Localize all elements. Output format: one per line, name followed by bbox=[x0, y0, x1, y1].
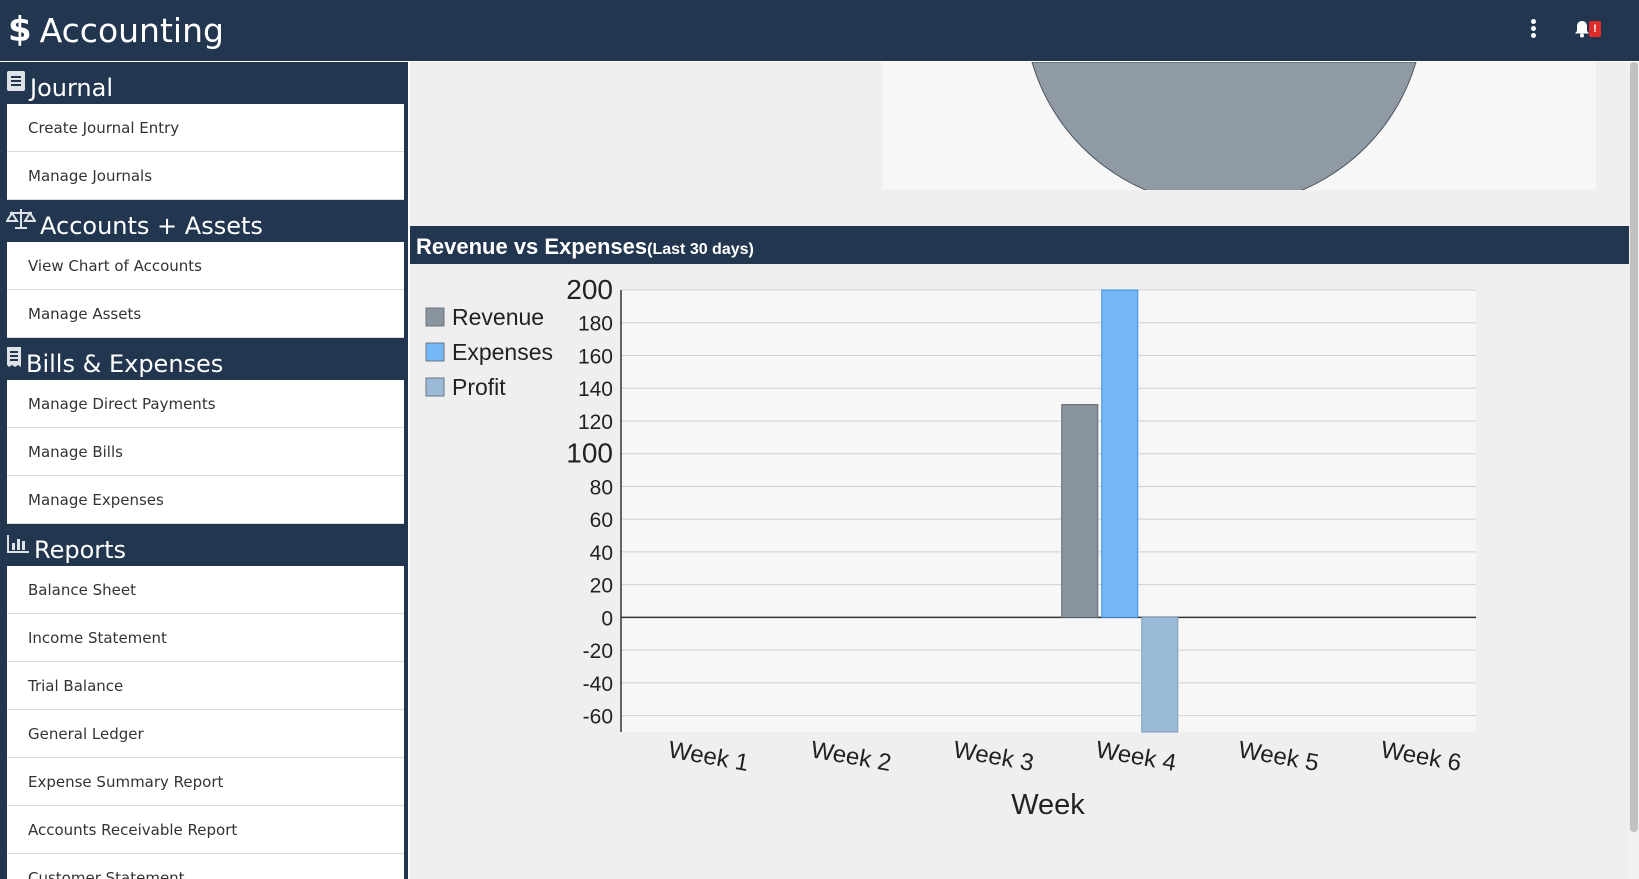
y-tick-label: -60 bbox=[583, 706, 613, 729]
legend-swatch-profit[interactable] bbox=[425, 377, 445, 397]
y-tick-label: 60 bbox=[590, 509, 613, 532]
app-title-text: Accounting bbox=[39, 10, 224, 50]
sidebar-item-balance-sheet[interactable]: Balance Sheet bbox=[7, 566, 404, 614]
x-tick-label: Week 5 bbox=[1236, 736, 1320, 777]
scrollbar-thumb[interactable] bbox=[1630, 62, 1638, 832]
sidebar-section-reports[interactable]: Reports bbox=[0, 524, 408, 566]
main-content: Revenue vs Expenses(Last 30 days) 200 180… bbox=[410, 62, 1629, 879]
plot-background bbox=[621, 290, 1476, 732]
revenue-expenses-chart: 200 180 160 140 120 100 80 60 40 20 0 -20 -40 -60 Week… bbox=[410, 264, 1629, 879]
dollar-icon: $ bbox=[8, 10, 32, 50]
bell-icon bbox=[1575, 21, 1589, 38]
bar-profit-week-4[interactable] bbox=[1141, 616, 1179, 733]
x-axis-title: Week bbox=[1011, 789, 1085, 821]
sidebar-item-trial-balance[interactable]: Trial Balance bbox=[7, 662, 404, 710]
sidebar-section-journal[interactable]: Journal bbox=[0, 62, 408, 104]
sidebar-section-accounts-assets[interactable]: Accounts + Assets bbox=[0, 200, 408, 242]
sidebar-section-label: Accounts + Assets bbox=[40, 212, 263, 240]
main-scrollbar[interactable] bbox=[1629, 62, 1639, 879]
sidebar-item-manage-assets[interactable]: Manage Assets bbox=[7, 290, 404, 338]
sidebar: Journal Create Journal Entry Manage Journa… bbox=[0, 62, 408, 879]
y-tick-label: 0 bbox=[601, 607, 613, 630]
scale-icon bbox=[5, 208, 40, 240]
y-tick-label: 80 bbox=[590, 476, 613, 499]
bar-chart-svg: 200180160140120100806040200-20-40-60Week… bbox=[425, 274, 1476, 821]
more-options-icon[interactable] bbox=[1528, 16, 1540, 42]
x-tick-label: Week 6 bbox=[1379, 736, 1463, 777]
notifications-button[interactable]: ! bbox=[1572, 18, 1606, 44]
y-tick-label: 20 bbox=[590, 575, 613, 598]
x-tick-label: Week 1 bbox=[666, 736, 750, 777]
y-tick-label: 180 bbox=[578, 313, 613, 336]
y-tick-label: 40 bbox=[590, 542, 613, 565]
sidebar-section-label: Journal bbox=[30, 74, 114, 102]
sidebar-item-income-statement[interactable]: Income Statement bbox=[7, 614, 404, 662]
notification-badge: ! bbox=[1589, 21, 1601, 37]
sidebar-item-accounts-receivable-report[interactable]: Accounts Receivable Report bbox=[7, 806, 404, 854]
chart-card-header: Revenue vs Expenses(Last 30 days) bbox=[410, 226, 1629, 264]
y-tick-label: -40 bbox=[583, 673, 613, 696]
sidebar-item-general-ledger[interactable]: General Ledger bbox=[7, 710, 404, 758]
sidebar-item-manage-expenses[interactable]: Manage Expenses bbox=[7, 476, 404, 524]
x-tick-label: Week 3 bbox=[951, 736, 1035, 777]
bar-expenses-week-4[interactable] bbox=[1101, 289, 1139, 618]
legend-label-profit[interactable]: Profit bbox=[452, 374, 506, 400]
y-tick-label: 160 bbox=[578, 345, 613, 368]
journal-icon bbox=[6, 70, 30, 102]
y-tick-label: -20 bbox=[583, 640, 613, 663]
receipt-icon bbox=[6, 346, 26, 378]
chart-card-title: Revenue vs Expenses bbox=[416, 234, 648, 259]
pie-slice[interactable] bbox=[1031, 62, 1417, 207]
sidebar-section-bills-expenses[interactable]: Bills & Expenses bbox=[0, 338, 408, 380]
y-tick-label: 140 bbox=[578, 378, 613, 401]
sidebar-item-manage-bills[interactable]: Manage Bills bbox=[7, 428, 404, 476]
pie-chart bbox=[1031, 62, 1417, 207]
chart-card-subtitle: (Last 30 days) bbox=[647, 241, 754, 258]
sidebar-section-label: Bills & Expenses bbox=[26, 350, 224, 378]
y-tick-label: 200 bbox=[566, 274, 613, 305]
sidebar-item-customer-statement[interactable]: Customer Statement bbox=[7, 854, 404, 879]
y-tick-label: 120 bbox=[578, 411, 613, 434]
app-title[interactable]: $ Accounting bbox=[8, 8, 224, 52]
sidebar-item-create-journal-entry[interactable]: Create Journal Entry bbox=[7, 104, 404, 152]
sidebar-item-manage-journals[interactable]: Manage Journals bbox=[7, 152, 404, 200]
x-tick-label: Week 2 bbox=[809, 736, 893, 777]
bar-chart-icon bbox=[6, 534, 34, 564]
sidebar-section-label: Reports bbox=[34, 536, 127, 564]
y-tick-label: 100 bbox=[566, 438, 613, 469]
sidebar-item-manage-direct-payments[interactable]: Manage Direct Payments bbox=[7, 380, 404, 428]
legend-label-revenue[interactable]: Revenue bbox=[452, 304, 544, 330]
sidebar-item-expense-summary-report[interactable]: Expense Summary Report bbox=[7, 758, 404, 806]
x-tick-label: Week 4 bbox=[1094, 736, 1178, 777]
legend-swatch-revenue[interactable] bbox=[425, 307, 445, 327]
sidebar-item-view-chart-of-accounts[interactable]: View Chart of Accounts bbox=[7, 242, 404, 290]
pie-chart-panel bbox=[882, 62, 1596, 207]
legend-swatch-expenses[interactable] bbox=[425, 342, 445, 362]
legend-label-expenses[interactable]: Expenses bbox=[452, 339, 553, 365]
top-bar: $ Accounting ! bbox=[0, 0, 1639, 61]
bar-revenue-week-4[interactable] bbox=[1061, 404, 1099, 618]
